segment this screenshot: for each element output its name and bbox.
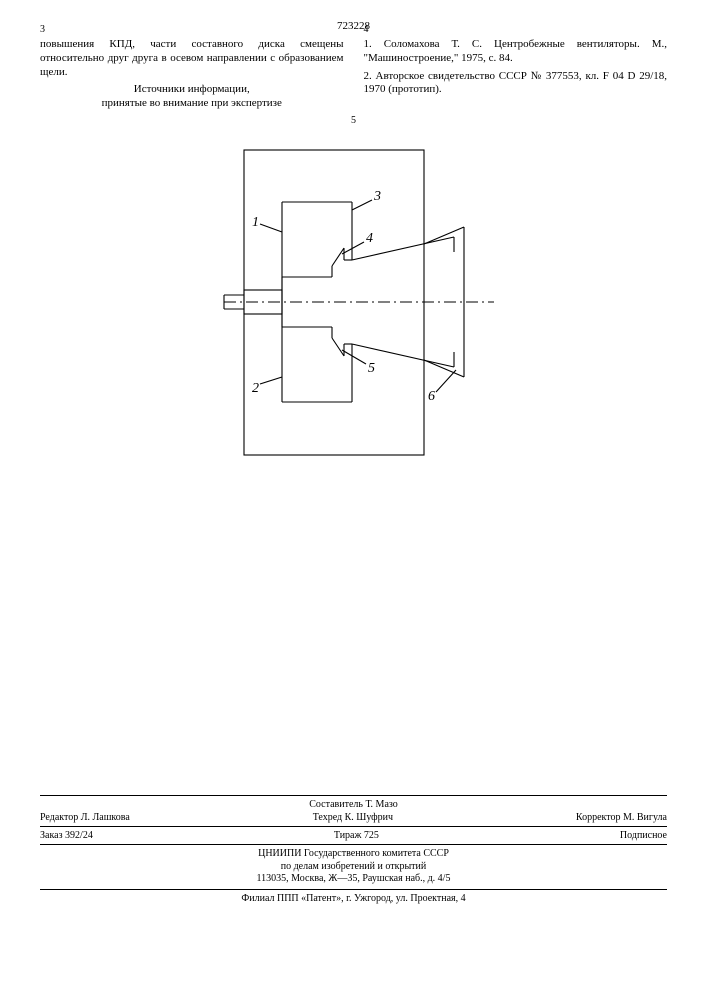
tirage: Тираж 725	[334, 830, 379, 841]
right-para2: 2. Авторское свидетельство СССР № 377553…	[364, 70, 668, 98]
subscription: Подписное	[620, 830, 667, 841]
corrector: Корректор М. Вигула	[576, 812, 667, 823]
right-column: 4 1. Соломахова Т. С. Центробежные вен­т…	[364, 38, 668, 111]
technical-figure: 1 2 3 4 5 6	[204, 142, 504, 462]
order: Заказ 392/24	[40, 830, 93, 841]
imprint-line3: 113035, Москва, Ж—35, Раушская наб., д. …	[40, 873, 667, 886]
compiler: Составитель Т. Мазо	[40, 799, 667, 812]
figure-label-3: 3	[373, 189, 381, 204]
imprint-line2: по делам изобретений и открытий	[40, 861, 667, 874]
figure-label-1: 1	[252, 215, 259, 230]
imprint-line4: Филиал ППП «Патент», г. Ужгород, ул. Про…	[40, 893, 667, 906]
editor: Редактор Л. Лашкова	[40, 812, 130, 823]
imprint-line1: ЦНИИПИ Государственного комитета СССР	[40, 848, 667, 861]
sources-line: принятые во внимание при экспертизе	[40, 97, 344, 111]
document-number: 723228	[40, 20, 667, 32]
sources-heading: Источники информации,	[134, 83, 250, 95]
footer-block: Составитель Т. Мазо Редактор Л. Лашкова …	[40, 792, 667, 906]
right-para1: 1. Соломахова Т. С. Центробежные вен­тил…	[364, 38, 668, 66]
col-marker-4: 4	[364, 24, 369, 37]
figure-label-4: 4	[366, 231, 373, 246]
col-marker-5: 5	[40, 115, 667, 126]
text-columns: 3 повышения КПД, части составного диска …	[40, 38, 667, 111]
left-para1: повышения КПД, части составного диска см…	[40, 38, 344, 78]
figure-label-5: 5	[368, 361, 375, 376]
figure-label-2: 2	[252, 381, 259, 396]
left-column: 3 повышения КПД, части составного диска …	[40, 38, 344, 111]
col-marker-3: 3	[40, 24, 45, 37]
figure-label-6: 6	[428, 389, 435, 404]
tech-editor: Техред К. Шуфрич	[313, 812, 393, 823]
